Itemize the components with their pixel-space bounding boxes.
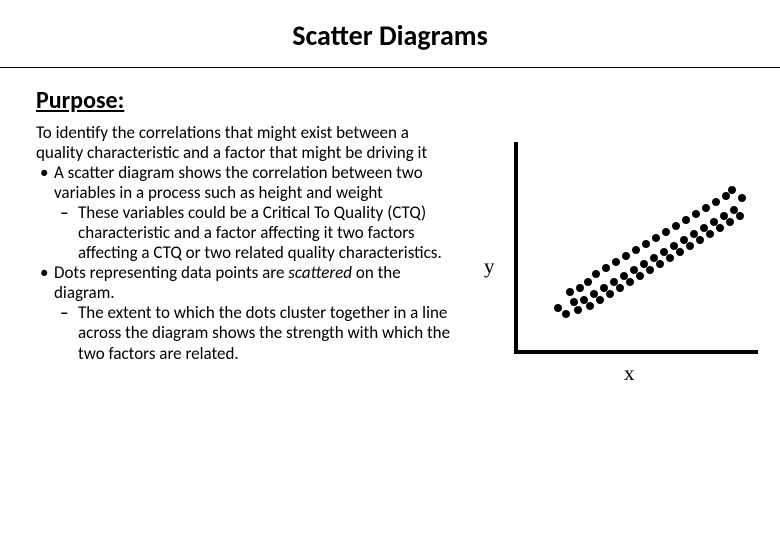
scatter-dot xyxy=(616,284,624,292)
scatter-dot xyxy=(602,264,610,272)
slide-body: Purpose: To identify the correlations th… xyxy=(0,68,780,364)
slide: Scatter Diagrams Purpose: To identify th… xyxy=(0,0,780,540)
scatter-dot xyxy=(642,240,650,248)
chart-column: y x xyxy=(456,86,752,364)
scatter-dot xyxy=(706,230,714,238)
scatter-dot xyxy=(606,290,614,298)
scatter-dot xyxy=(682,216,690,224)
scatter-dot xyxy=(612,258,620,266)
scatter-dot xyxy=(666,254,674,262)
scatter-dot xyxy=(726,218,734,226)
scatter-dot xyxy=(686,242,694,250)
list-item: These variables could be a Critical To Q… xyxy=(78,203,456,263)
scatter-dot xyxy=(652,234,660,242)
list-item-italic: scattered xyxy=(288,262,352,283)
scatter-dot xyxy=(566,288,574,296)
scatter-dot xyxy=(696,236,704,244)
list-item-text: A scatter diagram shows the correlation … xyxy=(54,162,423,203)
x-axis-label: x xyxy=(624,361,635,386)
list-item: The extent to which the dots cluster tog… xyxy=(78,303,456,363)
list-item: A scatter diagram shows the correlation … xyxy=(54,163,456,263)
sub-list: These variables could be a Critical To Q… xyxy=(54,203,456,263)
scatter-dot xyxy=(646,266,654,274)
scatter-dot xyxy=(554,304,562,312)
scatter-dot xyxy=(728,186,736,194)
y-axis-label: y xyxy=(484,254,495,279)
list-item: Dots representing data points are scatte… xyxy=(54,263,456,363)
scatter-dot xyxy=(574,306,582,314)
scatter-dot xyxy=(632,246,640,254)
scatter-dot xyxy=(676,248,684,256)
slide-title: Scatter Diagrams xyxy=(0,0,780,67)
scatter-dot xyxy=(702,204,710,212)
scatter-dot xyxy=(662,228,670,236)
purpose-heading: Purpose: xyxy=(36,86,456,115)
scatter-dot xyxy=(636,272,644,280)
scatter-dot xyxy=(586,302,594,310)
scatter-dot xyxy=(712,198,720,206)
scatter-chart: y x xyxy=(486,142,766,382)
list-item-text: The extent to which the dots cluster tog… xyxy=(78,302,450,363)
list-item-text: These variables could be a Critical To Q… xyxy=(78,202,442,263)
list-item-text: Dots representing data points are xyxy=(54,262,288,283)
scatter-dot xyxy=(576,284,584,292)
scatter-dot xyxy=(622,252,630,260)
scatter-dot xyxy=(716,224,724,232)
chart-plot-area xyxy=(518,142,758,350)
scatter-dot xyxy=(672,222,680,230)
bullet-list: A scatter diagram shows the correlation … xyxy=(36,163,456,363)
sub-list: The extent to which the dots cluster tog… xyxy=(54,303,456,363)
text-column: Purpose: To identify the correlations th… xyxy=(36,86,456,364)
scatter-dot xyxy=(584,278,592,286)
scatter-dot xyxy=(592,270,600,278)
scatter-dot xyxy=(738,194,746,202)
scatter-dot xyxy=(562,310,570,318)
scatter-dot xyxy=(692,210,700,218)
scatter-dot xyxy=(656,260,664,268)
scatter-dot xyxy=(736,212,744,220)
scatter-dot xyxy=(626,278,634,286)
scatter-dot xyxy=(570,298,578,306)
intro-text: To identify the correlations that might … xyxy=(36,123,456,163)
scatter-dot xyxy=(596,296,604,304)
